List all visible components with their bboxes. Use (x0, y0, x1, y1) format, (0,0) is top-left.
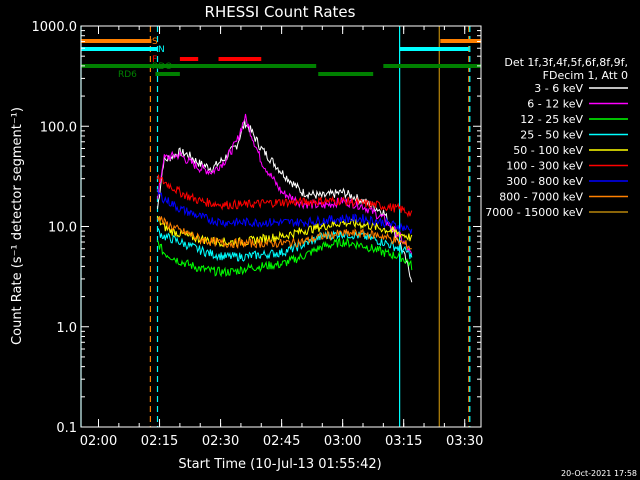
legend-label-1: 6 - 12 keV (527, 98, 583, 111)
state-bar-label-f: F (152, 55, 157, 65)
chart-title: RHESSI Count Rates (205, 3, 356, 21)
timestamp: 20-Oct-2021 17:58 (561, 469, 637, 478)
legend-header-0: Det 1f,3f,4f,5f,6f,8f,9f, (504, 56, 628, 69)
legend-header-1: FDecim 1, Att 0 (543, 69, 628, 82)
legend: Det 1f,3f,4f,5f,6f,8f,9f,FDecim 1, Att 0… (485, 56, 628, 219)
x-tick-label-0: 02:00 (80, 434, 117, 449)
x-tick-label-3: 02:45 (263, 434, 300, 449)
y-axis-label: Count Rate (s⁻¹ detector segment⁻¹) (10, 107, 25, 345)
state-bar-label-n: N (158, 45, 165, 55)
legend-label-4: 50 - 100 keV (513, 144, 583, 157)
legend-label-2: 12 - 25 keV (520, 113, 583, 126)
legend-label-5: 100 - 300 keV (506, 160, 583, 173)
state-bar-label-s: S (152, 37, 158, 47)
y-tick-label-2: 10.0 (48, 221, 77, 236)
y-tick-label-0: 0.1 (56, 421, 77, 436)
x-tick-label-2: 02:30 (202, 434, 239, 449)
series-line-5 (157, 174, 413, 218)
series-line-0 (157, 119, 413, 283)
series-line-3 (157, 227, 413, 262)
legend-label-6: 300 - 800 keV (506, 175, 583, 188)
y-tick-label-3: 100.0 (40, 120, 77, 135)
series-line-2 (157, 237, 413, 278)
state-bar-label-rd6: RD6 (118, 70, 137, 80)
legend-label-0: 3 - 6 keV (534, 82, 583, 95)
x-tick-label-1: 02:15 (141, 434, 178, 449)
legend-label-3: 25 - 50 keV (520, 129, 583, 142)
series-line-7 (157, 216, 412, 251)
x-tick-label-5: 03:15 (385, 434, 422, 449)
legend-label-8: 7000 - 15000 keV (485, 206, 583, 219)
x-axis-label: Start Time (10-Jul-13 01:55:42) (178, 457, 381, 472)
series-line-6 (157, 189, 413, 234)
legend-label-7: 800 - 7000 keV (499, 191, 583, 204)
series-line-1 (157, 113, 413, 255)
state-bar-label-rdo: RDO (152, 62, 172, 72)
y-tick-label-1: 1.0 (56, 321, 77, 336)
y-tick-label-4: 1000.0 (32, 20, 78, 35)
x-tick-label-6: 03:30 (446, 434, 483, 449)
x-tick-label-4: 03:00 (324, 434, 361, 449)
